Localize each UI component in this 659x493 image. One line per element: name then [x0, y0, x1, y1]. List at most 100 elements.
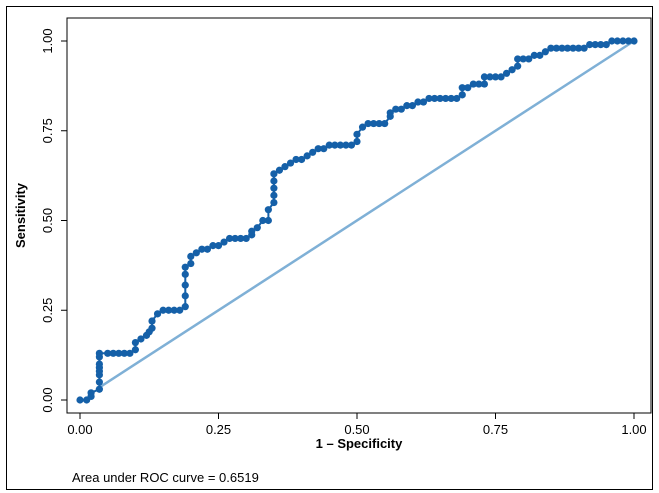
roc-point	[181, 303, 189, 311]
roc-point	[131, 338, 139, 347]
roc-point	[414, 98, 422, 106]
roc-point	[181, 281, 189, 289]
roc-point	[436, 94, 444, 103]
roc-point	[331, 141, 339, 149]
figure-frame	[6, 6, 653, 490]
roc-point	[137, 335, 145, 343]
roc-point	[270, 177, 278, 185]
roc-point	[619, 37, 627, 45]
roc-point	[303, 152, 311, 160]
roc-point	[264, 216, 272, 225]
roc-point	[181, 270, 189, 278]
y-tick-label: 0.25	[40, 298, 55, 323]
roc-point	[563, 44, 572, 52]
roc-point	[192, 249, 200, 257]
roc-point	[608, 37, 616, 45]
roc-point	[181, 263, 189, 271]
roc-point	[425, 94, 433, 103]
roc-point	[353, 130, 361, 138]
roc-point	[325, 141, 333, 149]
roc-point	[165, 306, 173, 314]
roc-point	[231, 234, 239, 243]
roc-point	[320, 145, 328, 153]
roc-point	[403, 102, 411, 110]
roc-point	[370, 119, 378, 128]
roc-point	[187, 259, 195, 268]
roc-point	[153, 310, 162, 318]
roc-point	[181, 292, 189, 300]
roc-point	[76, 396, 84, 404]
roc-point	[95, 349, 103, 357]
roc-point	[347, 141, 356, 149]
roc-point	[148, 324, 156, 332]
roc-point	[491, 73, 500, 81]
roc-point	[242, 234, 250, 243]
roc-point	[358, 123, 367, 131]
roc-point	[248, 227, 256, 235]
roc-point	[386, 109, 394, 117]
roc-point	[209, 242, 217, 250]
roc-point	[397, 105, 405, 113]
roc-point	[552, 44, 561, 52]
roc-point	[580, 44, 588, 52]
x-tick-label: 0.25	[206, 422, 231, 437]
roc-point	[392, 105, 400, 113]
roc-point	[480, 80, 489, 88]
roc-point	[214, 242, 223, 250]
y-axis-title: Sensitivity	[13, 182, 28, 248]
roc-point	[270, 170, 278, 178]
roc-point	[253, 224, 261, 232]
roc-point	[613, 37, 621, 45]
roc-point	[126, 349, 134, 357]
roc-point	[541, 48, 549, 56]
roc-point	[176, 306, 184, 314]
roc-point	[569, 44, 577, 52]
reference-diagonal-line	[98, 39, 635, 389]
roc-point	[109, 349, 117, 357]
x-tick-label: 0.50	[344, 422, 369, 437]
roc-point	[525, 55, 533, 63]
roc-point	[120, 349, 128, 357]
roc-point	[286, 159, 295, 167]
roc-point	[453, 94, 461, 103]
roc-point	[547, 44, 555, 52]
roc-point	[381, 119, 389, 128]
x-axis-title: 1 – Specificity	[316, 436, 403, 451]
roc-point	[464, 84, 472, 92]
roc-point	[159, 306, 167, 314]
roc-point	[203, 245, 212, 253]
roc-point	[469, 80, 477, 88]
x-tick-label: 1.00	[621, 422, 646, 437]
roc-point	[314, 145, 322, 153]
roc-point	[270, 198, 278, 207]
roc-point	[530, 51, 538, 59]
roc-point	[591, 40, 599, 49]
roc-point	[519, 55, 527, 63]
roc-point	[225, 234, 234, 243]
roc-point	[104, 349, 112, 357]
y-tick-label: 1.00	[40, 28, 55, 53]
roc-point	[95, 385, 103, 393]
roc-point	[447, 94, 455, 103]
roc-point	[430, 94, 439, 103]
roc-point	[270, 191, 278, 199]
roc-point	[624, 37, 633, 45]
roc-point	[508, 66, 516, 74]
roc-point	[131, 346, 139, 354]
roc-point	[514, 55, 522, 63]
roc-point	[95, 360, 103, 368]
roc-point	[259, 216, 267, 225]
roc-point	[486, 73, 494, 81]
roc-point	[602, 40, 610, 49]
roc-point	[375, 119, 383, 128]
roc-point	[342, 141, 350, 149]
roc-point	[275, 166, 284, 174]
roc-point	[586, 40, 594, 49]
roc-point	[408, 102, 416, 110]
y-tick-label: 0.50	[40, 208, 55, 233]
roc-point	[237, 234, 245, 243]
roc-point	[353, 137, 361, 146]
x-tick-label: 0.00	[67, 422, 92, 437]
roc-point	[558, 44, 566, 52]
